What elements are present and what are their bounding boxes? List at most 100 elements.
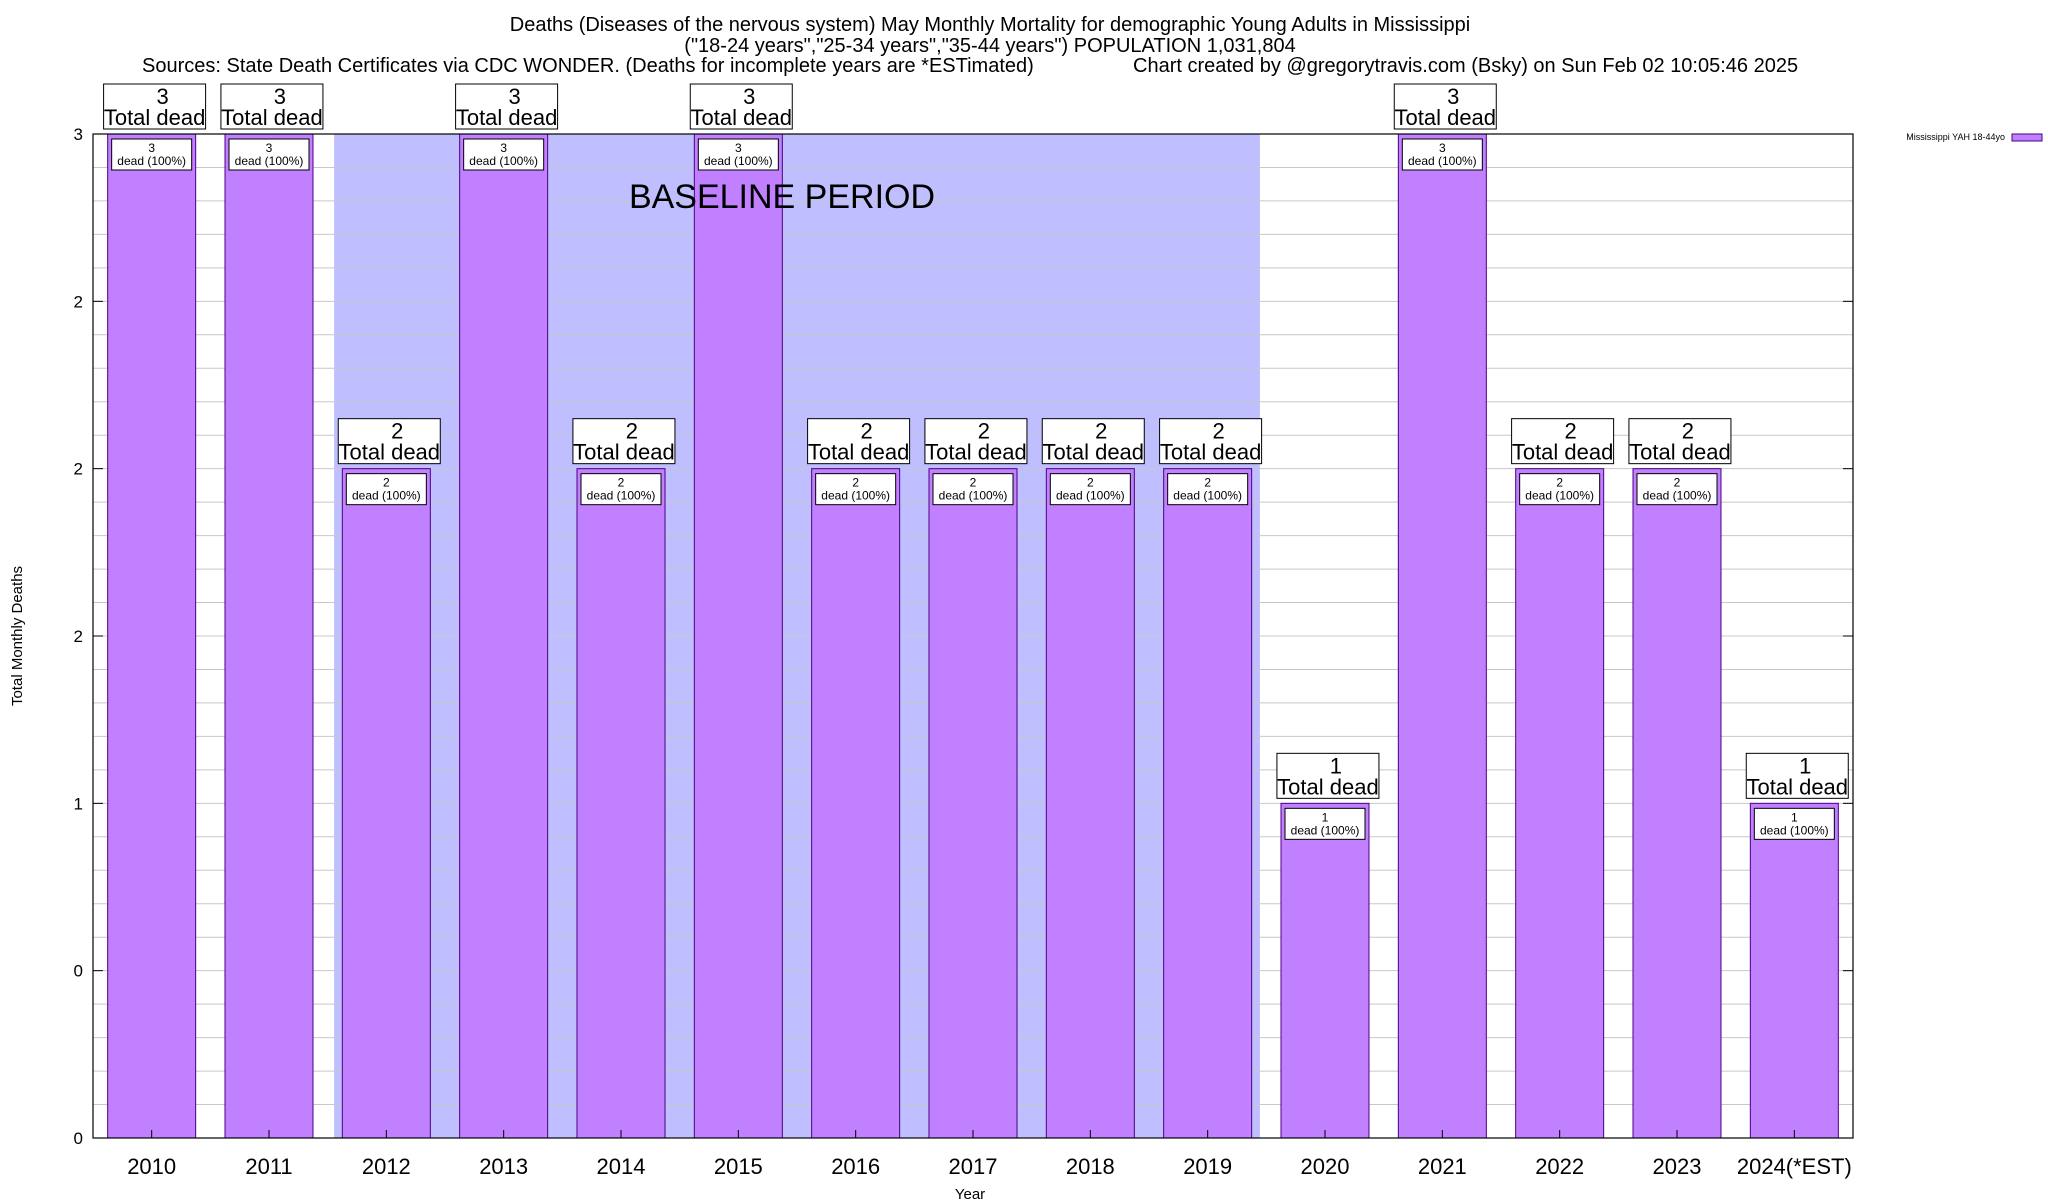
- bar: [341, 468, 431, 1139]
- bar-pct-label: dead (100%): [1525, 489, 1594, 503]
- total-value-label: 3: [508, 84, 520, 109]
- bar-value-label: 3: [1439, 141, 1446, 155]
- total-value-label: 3: [156, 84, 168, 109]
- total-dead-label: Total dead: [1277, 774, 1379, 799]
- bar-pct-label: dead (100%): [821, 489, 890, 503]
- x-tick-label: 2023: [1653, 1154, 1702, 1179]
- bar-label-box: [1753, 807, 1835, 840]
- total-label-box: [1159, 418, 1263, 465]
- total-dead-label: Total dead: [1395, 105, 1497, 130]
- chart-credit: Chart created by @gregorytravis.com (Bsk…: [1133, 55, 1798, 77]
- total-dead-label: Total dead: [1043, 440, 1145, 465]
- bar-pct-label: dead (100%): [469, 154, 538, 168]
- x-tick-label: 2020: [1301, 1154, 1350, 1179]
- total-label-box: [1745, 752, 1849, 799]
- bar-pct-label: dead (100%): [704, 154, 773, 168]
- bar: [1397, 133, 1487, 1139]
- x-tick-label: 2019: [1183, 1154, 1232, 1179]
- total-label-box: [1276, 752, 1380, 799]
- total-label-box: [1511, 418, 1615, 465]
- x-tick-label: 2024(*EST): [1737, 1154, 1852, 1179]
- x-tick-label: 2014: [597, 1154, 646, 1179]
- chart-sources: Sources: State Death Certificates via CD…: [142, 55, 1034, 77]
- y-tick-label: 0: [74, 962, 83, 981]
- total-value-label: 2: [978, 419, 990, 444]
- x-tick-label: 2012: [362, 1154, 411, 1179]
- total-value-label: 2: [1682, 419, 1694, 444]
- total-value-label: 3: [743, 84, 755, 109]
- y-tick-label: 3: [74, 125, 83, 144]
- bar-pct-label: dead (100%): [939, 489, 1008, 503]
- bar-value-label: 3: [266, 141, 273, 155]
- bar-value-label: 2: [383, 476, 390, 490]
- total-dead-label: Total dead: [925, 440, 1027, 465]
- chart-subtitle: ("18-24 years","25-34 years","35-44 year…: [684, 35, 1295, 57]
- total-value-label: 2: [860, 419, 872, 444]
- bar-label-box: [1636, 473, 1718, 506]
- total-value-label: 1: [1330, 753, 1342, 778]
- x-axis-label: Year: [955, 1186, 985, 1200]
- total-dead-label: Total dead: [1629, 440, 1731, 465]
- bar-value-label: 3: [148, 141, 155, 155]
- bar: [1280, 802, 1370, 1139]
- bar-pct-label: dead (100%): [117, 154, 186, 168]
- bar-label-box: [111, 138, 193, 171]
- bar-pct-label: dead (100%): [1760, 823, 1829, 837]
- bar-pct-label: dead (100%): [1643, 489, 1712, 503]
- x-tick-label: 2015: [714, 1154, 763, 1179]
- x-tick-label: 2013: [479, 1154, 528, 1179]
- total-label-box: [572, 418, 676, 465]
- bar-label-box: [932, 473, 1014, 506]
- total-label-box: [924, 418, 1028, 465]
- total-label-box: [1628, 418, 1732, 465]
- bar-label-box: [697, 138, 779, 171]
- bar-pct-label: dead (100%): [1291, 823, 1360, 837]
- bar-value-label: 2: [1674, 476, 1681, 490]
- x-tick-label: 2011: [245, 1154, 292, 1179]
- total-value-label: 2: [1095, 419, 1107, 444]
- total-label-box: [1041, 418, 1145, 465]
- bar: [1163, 468, 1253, 1139]
- x-tick-label: 2018: [1066, 1154, 1115, 1179]
- total-dead-label: Total dead: [1160, 440, 1262, 465]
- baseline-label: BASELINE PERIOD: [629, 178, 935, 216]
- bar-label-box: [1167, 473, 1249, 506]
- bar: [928, 468, 1018, 1139]
- bar-pct-label: dead (100%): [587, 489, 656, 503]
- bar-value-label: 1: [1791, 810, 1798, 824]
- total-label-box: [220, 83, 324, 130]
- total-dead-label: Total dead: [573, 440, 675, 465]
- bar-value-label: 3: [500, 141, 507, 155]
- total-value-label: 3: [274, 84, 286, 109]
- total-dead-label: Total dead: [104, 105, 206, 130]
- bar: [811, 468, 901, 1139]
- bar: [1045, 468, 1135, 1139]
- legend-swatch: [2011, 133, 2043, 142]
- total-label-box: [1393, 83, 1497, 130]
- total-value-label: 2: [391, 419, 403, 444]
- plot-frame: [92, 133, 1854, 1139]
- bar: [576, 468, 666, 1139]
- y-tick-label: 2: [74, 627, 83, 646]
- total-label-box: [807, 418, 911, 465]
- bar-value-label: 2: [970, 476, 977, 490]
- bar-value-label: 2: [1087, 476, 1094, 490]
- y-tick-label: 2: [74, 292, 83, 311]
- total-dead-label: Total dead: [339, 440, 441, 465]
- bar: [1632, 468, 1722, 1139]
- total-dead-label: Total dead: [808, 440, 910, 465]
- bar-label-box: [1049, 473, 1131, 506]
- bar: [1749, 802, 1839, 1139]
- x-tick-label: 2022: [1535, 1154, 1584, 1179]
- bar-label-box: [345, 473, 427, 506]
- total-value-label: 2: [626, 419, 638, 444]
- x-tick-label: 2010: [127, 1154, 176, 1179]
- bar-value-label: 2: [1556, 476, 1563, 490]
- total-label-box: [689, 83, 793, 130]
- bar: [459, 133, 549, 1139]
- total-dead-label: Total dead: [456, 105, 558, 130]
- x-tick-label: 2016: [831, 1154, 880, 1179]
- bar-label-box: [228, 138, 310, 171]
- total-value-label: 3: [1447, 84, 1459, 109]
- bar-value-label: 2: [618, 476, 625, 490]
